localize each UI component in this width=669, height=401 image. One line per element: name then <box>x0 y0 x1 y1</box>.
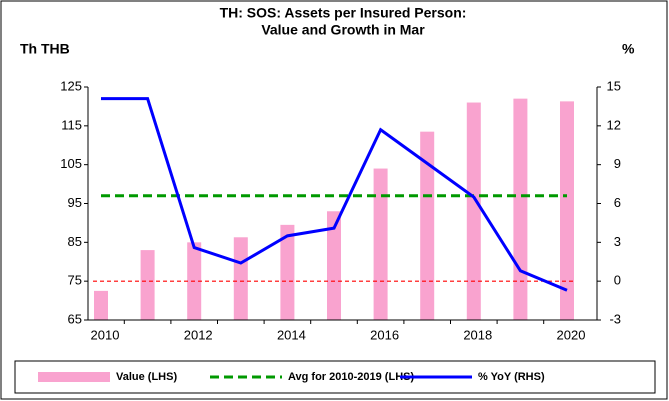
y-tick-label: 65 <box>68 311 82 326</box>
bar <box>327 211 341 320</box>
y2-axis-label: % <box>622 41 635 57</box>
x-tick-label: 2014 <box>277 327 306 342</box>
bar <box>513 98 528 321</box>
bar <box>560 101 574 320</box>
legend-label: Avg for 2010-2019 (LHS) <box>288 371 414 383</box>
bar <box>466 102 481 321</box>
line <box>101 97 568 292</box>
bar <box>140 250 155 320</box>
legend-swatch <box>38 372 110 382</box>
y-tick-label: 95 <box>68 195 82 210</box>
bar <box>280 224 295 320</box>
y-tick-label: 105 <box>60 156 82 171</box>
y2-tick-label: 15 <box>607 78 621 93</box>
chart-title: Value and Growth in Mar <box>261 22 425 38</box>
x-tick-label: 2010 <box>91 327 120 342</box>
y-tick-label: 75 <box>68 273 82 288</box>
y2-tick-label: 0 <box>614 273 621 288</box>
y2-tick-label: 3 <box>614 234 621 249</box>
legend-label: % YoY (RHS) <box>478 371 545 383</box>
y-tick-label: 115 <box>61 117 82 132</box>
y2-tick-label: 9 <box>614 156 621 171</box>
legend-label: Value (LHS) <box>116 371 177 383</box>
x-tick-label: 2018 <box>463 327 492 342</box>
bar <box>233 237 248 320</box>
y2-tick-label: -3 <box>609 311 621 326</box>
bar <box>420 131 435 320</box>
chart-title: TH: SOS: Assets per Insured Person: <box>220 5 467 21</box>
bar <box>94 290 108 320</box>
legend-box <box>14 360 656 394</box>
bar <box>373 168 388 320</box>
x-tick-label: 2020 <box>557 327 586 342</box>
x-tick-label: 2016 <box>370 327 399 342</box>
y-axis-label: Th THB <box>20 41 70 57</box>
y-tick-label: 85 <box>68 234 82 249</box>
y-tick-label: 125 <box>60 78 82 93</box>
y2-tick-label: 12 <box>607 117 621 132</box>
x-tick-label: 2012 <box>184 327 213 342</box>
y2-tick-label: 6 <box>614 195 621 210</box>
